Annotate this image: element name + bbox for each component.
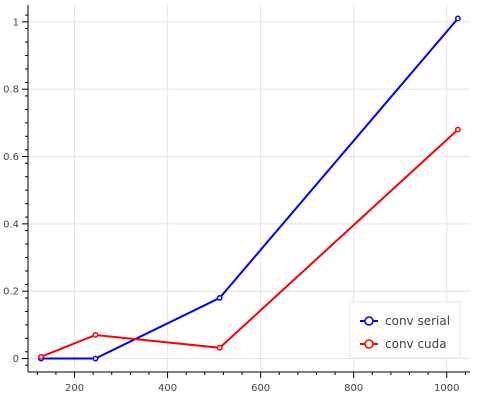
series-line-conv-cuda [40,128,459,358]
axes: 0 0.2 0.4 0.6 0.8 1 200 400 600 800 1000 [3,5,470,394]
data-point-conv-cuda-2 [216,344,223,351]
x-tick-label-1: 400 [158,383,177,394]
data-point-conv-cuda-0 [38,353,44,360]
x-tick-label-0: 200 [65,383,84,394]
legend: conv serial conv cuda [349,301,461,359]
x-tick-label-4: 1000 [434,383,459,394]
y-tick-label-5: 1 [13,17,19,28]
y-tick-label-4: 0.8 [3,85,19,96]
data-point-conv-serial-2 [216,294,223,301]
series-line-conv-serial [41,17,459,360]
y-tick-label-3: 0.6 [3,152,19,163]
series-group [38,15,461,362]
data-point-conv-cuda-1 [92,332,99,338]
legend-label-conv-serial: conv serial [385,314,450,328]
legend-marker-conv-serial [364,316,374,326]
x-tick-label-3: 800 [344,383,363,394]
data-point-conv-serial-1 [92,355,99,362]
legend-label-conv-cuda: conv cuda [385,337,447,351]
y-tick-label-1: 0.2 [3,287,19,298]
data-point-conv-cuda-3 [454,126,461,133]
data-point-conv-serial-3 [454,15,461,22]
y-tick-label-2: 0.4 [3,219,19,230]
legend-marker-conv-cuda [364,339,374,349]
x-tick-label-2: 600 [251,383,270,394]
y-tick-label-0: 0 [13,354,19,365]
